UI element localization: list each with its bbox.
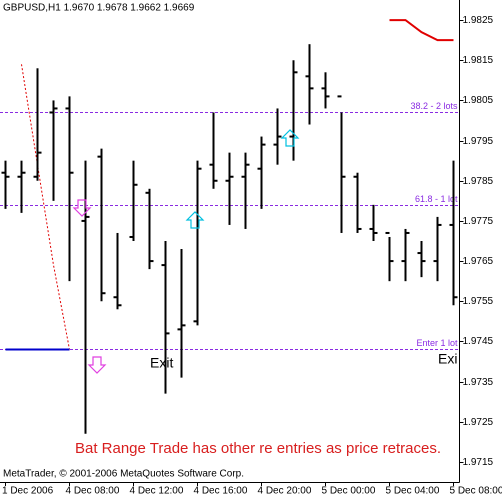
y-tick-label: 1.9735: [463, 377, 494, 388]
x-tick-label: 4 Dec 08:00: [66, 486, 120, 497]
y-tick-label: 1.9805: [463, 95, 494, 106]
x-tick-label: 4 Dec 16:00: [194, 486, 248, 497]
y-tick-label: 1.9815: [463, 55, 494, 66]
overlay-line: [389, 19, 454, 42]
buy-arrow: [185, 129, 300, 229]
y-tick-label: 1.9745: [463, 336, 494, 347]
y-tick-label: 1.9795: [463, 136, 494, 147]
y-tick-label: 1.9765: [463, 256, 494, 267]
chart-title: GBPUSD,H1 1.9670 1.9678 1.9662 1.9669: [3, 3, 195, 14]
level-label: 61.8 - 1 lot: [415, 194, 458, 204]
y-tick-label: 1.9825: [463, 15, 494, 26]
x-tick-label: 1 Dec 2006: [2, 486, 54, 497]
up-arrow: [185, 211, 205, 229]
footer: MetaTrader, © 2001-2006 MetaQuotes Softw…: [3, 469, 244, 480]
y-tick-label: 1.9725: [463, 417, 494, 428]
x-tick-label: 5 Dec 08:00: [450, 486, 502, 497]
x-tick-label: 5 Dec 04:00: [386, 486, 440, 497]
sell-arrow: [72, 199, 107, 374]
x-tick-label: 4 Dec 20:00: [258, 486, 312, 497]
y-tick-label: 1.9715: [463, 457, 494, 468]
y-tick-label: 1.9775: [463, 216, 494, 227]
level-label: 38.2 - 2 lots: [410, 101, 458, 111]
exit-label: Exit: [150, 355, 173, 371]
overlay-line: [21, 64, 70, 350]
down-arrow: [87, 356, 107, 374]
y-tick-label: 1.9755: [463, 296, 494, 307]
x-tick-label: 5 Dec 00:00: [322, 486, 376, 497]
exit-label: Exi: [438, 351, 457, 367]
up-arrow: [280, 129, 300, 147]
down-arrow: [72, 199, 92, 217]
plot-area: 1.9825 1.9815 1.9805 1.9795 1.9785 1.9775 1.97…: [0, 15, 502, 497]
annotation: Bat Range Trade has other re entries as …: [75, 440, 441, 457]
x-tick-label: 4 Dec 12:00: [130, 486, 184, 497]
level-label: Enter 1 lot: [416, 338, 458, 348]
y-tick-label: 1.9785: [463, 176, 494, 187]
